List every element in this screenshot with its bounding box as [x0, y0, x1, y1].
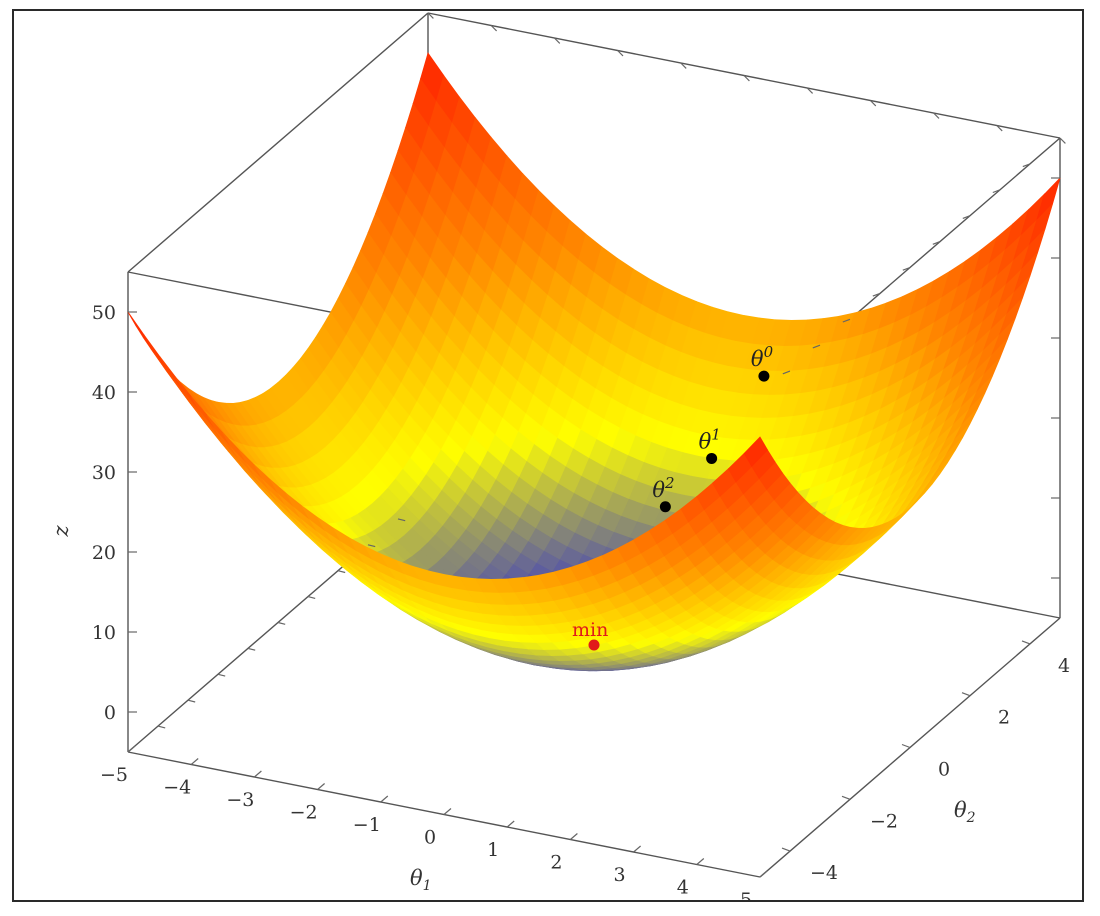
x-tick-label: 2 [550, 852, 562, 874]
x-tick-top [553, 37, 561, 44]
y-tick [1021, 640, 1031, 645]
y-tick-label: 2 [998, 707, 1010, 729]
x-tick-top [996, 125, 1003, 132]
box-edge-back-top-y [127, 12, 429, 273]
x-axis-label-sub: 1 [423, 878, 432, 894]
surface-patch [143, 334, 168, 370]
x-axis-label: θ1 [410, 866, 432, 894]
x-tick [127, 745, 136, 753]
x-tick-top [869, 100, 877, 107]
min-label: min [572, 619, 608, 641]
x-tick-label: 0 [424, 827, 436, 849]
x-tick [254, 770, 262, 778]
theta1-point [706, 452, 718, 464]
x-tick-top [427, 12, 434, 19]
y-tick-back [187, 699, 196, 703]
y-tick-top [842, 318, 851, 323]
x-tick [759, 870, 768, 878]
y-tick-top [872, 292, 881, 297]
x-tick [570, 833, 578, 840]
theta2-point [659, 501, 671, 513]
y-tick-label: −2 [870, 810, 898, 832]
y-tick-top [782, 370, 791, 375]
surface-patch [743, 436, 768, 468]
y-tick-top [812, 344, 821, 349]
figure-frame: θ0 θ1 θ2 min −5 −4 −3 −2 −1 0 1 2 3 4 5 −4 −2 0 2 4 0 10 20 30… [12, 9, 1084, 902]
x-tick-label: 4 [677, 877, 689, 899]
theta0-point [758, 370, 770, 382]
x-tick-top [743, 75, 750, 82]
y-tick-back [397, 518, 406, 522]
y-tick [961, 692, 971, 697]
y-tick-back [217, 673, 226, 677]
surface-mesh [127, 52, 1061, 672]
x-tick [633, 845, 641, 853]
y-tick-label: 4 [1058, 655, 1070, 677]
x-tick-top [680, 62, 687, 69]
z-tick-label: 10 [92, 622, 116, 644]
x-tick-top [490, 25, 498, 32]
y-tick-top [992, 189, 1001, 194]
x-tick-top [617, 50, 624, 57]
y-axis-label-sub: 2 [966, 810, 976, 826]
z-axis-label: z [49, 525, 73, 538]
x-tick-label: −5 [100, 764, 128, 786]
x-tick-label: −2 [290, 802, 318, 824]
y-tick-back [337, 570, 346, 574]
y-tick-top [1022, 163, 1031, 168]
x-tick [506, 820, 515, 828]
theta1-superscript: 1 [711, 425, 721, 443]
y-tick-top [902, 266, 911, 271]
theta2-superscript: 2 [664, 474, 675, 492]
x-tick [380, 795, 389, 803]
y-tick-top [962, 215, 971, 219]
x-tick-label: −4 [163, 777, 191, 799]
x-tick-top [806, 87, 814, 94]
theta0-superscript: 0 [764, 343, 774, 361]
x-tick-label: 3 [614, 864, 626, 886]
y-tick-top [932, 241, 941, 245]
x-tick-label: −3 [226, 789, 254, 811]
y-tick [841, 795, 851, 800]
min-point [588, 639, 600, 651]
y-tick-label: 0 [938, 759, 950, 781]
y-tick [781, 847, 791, 852]
y-tick-back [307, 596, 316, 599]
x-tick [696, 858, 705, 865]
x-tick-top [1059, 137, 1066, 144]
z-tick-label: 50 [92, 302, 116, 324]
x-tick-label: −1 [353, 814, 381, 836]
y-tick-back [367, 544, 376, 548]
x-tick-label: 1 [487, 839, 499, 861]
x-tick [190, 758, 199, 765]
z-tick-label: 30 [92, 462, 116, 484]
y-tick [901, 743, 911, 749]
y-tick-back [157, 725, 166, 729]
z-tick-label: 0 [104, 702, 116, 724]
z-tick-label: 20 [92, 542, 116, 564]
x-tick-top [933, 112, 940, 119]
x-tick-label: 5 [740, 889, 752, 900]
y-tick-label: −4 [810, 862, 838, 884]
z-tick-label: 40 [92, 382, 116, 404]
surface-patch [159, 356, 184, 391]
x-tick [317, 783, 325, 790]
y-tick-back [247, 647, 256, 651]
y-tick-back [277, 621, 286, 625]
x-tick [443, 808, 452, 815]
y-axis-label: θ2 [954, 798, 976, 826]
